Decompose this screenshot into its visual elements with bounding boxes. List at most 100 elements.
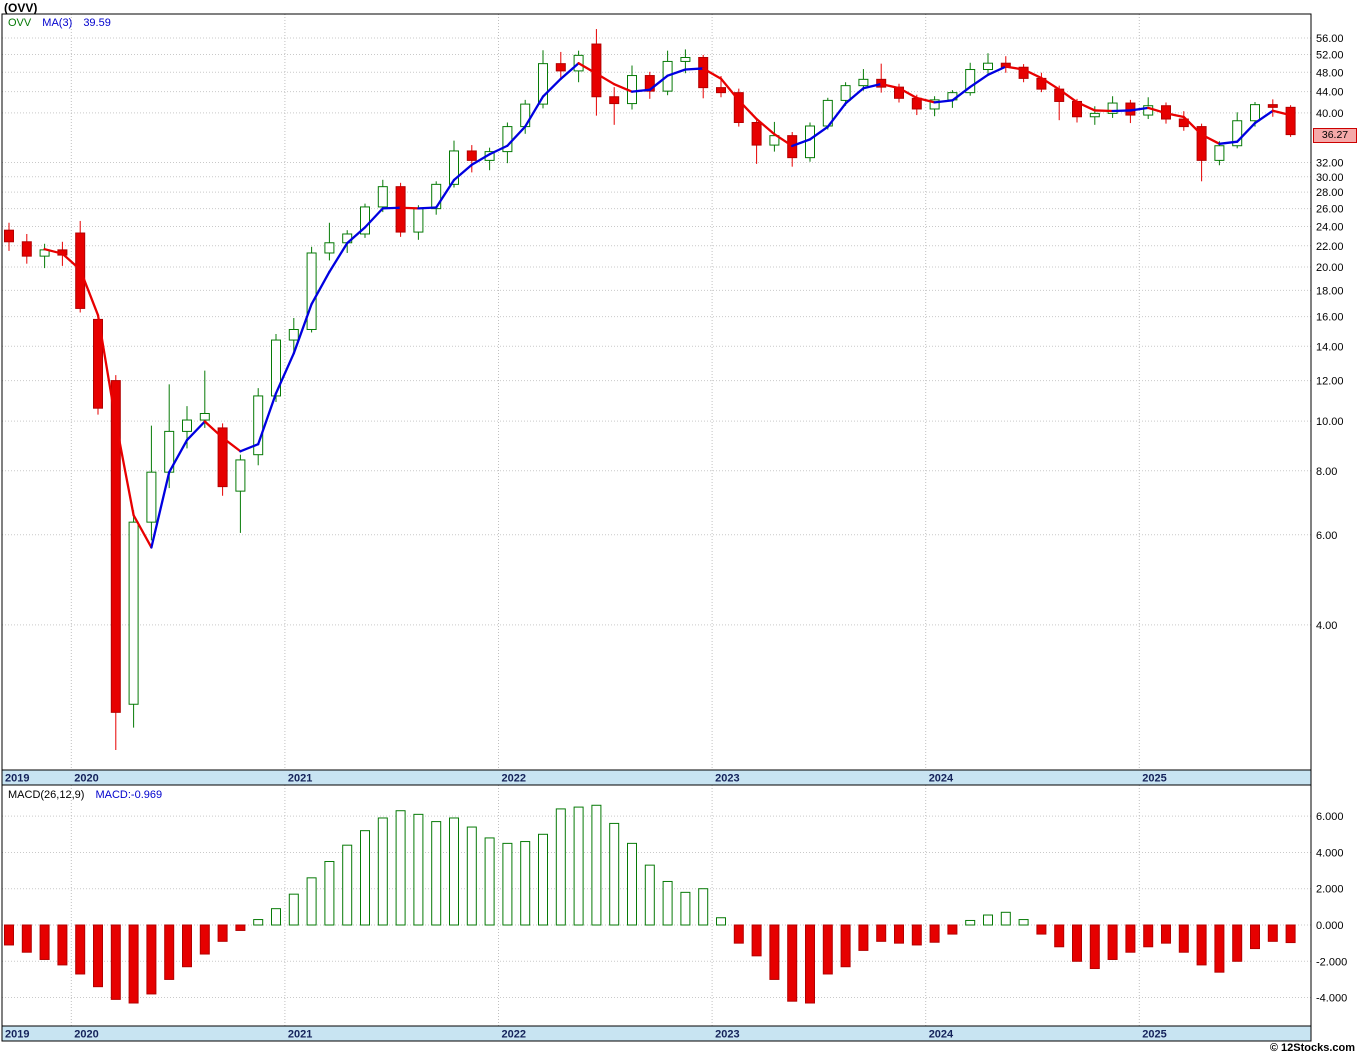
macd-bar <box>57 924 68 966</box>
macd-bar <box>1178 924 1189 953</box>
macd-bar <box>39 924 50 960</box>
macd-bar <box>947 924 958 935</box>
candle <box>235 454 246 533</box>
macd-panel-border <box>1 784 1312 1027</box>
candle <box>662 50 673 96</box>
candle <box>288 318 299 353</box>
ma3-segment <box>435 178 456 209</box>
year-label: 2023 <box>715 1029 739 1041</box>
macd-bar <box>164 924 175 980</box>
macd-bar <box>751 924 762 957</box>
macd-bar <box>983 914 993 926</box>
macd-bar <box>199 924 210 955</box>
macd-bar <box>253 919 264 926</box>
ma3-segment <box>630 88 651 93</box>
macd-tick-label: 6.000 <box>1316 811 1344 823</box>
ma3-segment <box>168 438 189 474</box>
macd-bar <box>520 841 531 926</box>
year-label: 2023 <box>715 773 739 785</box>
candle <box>253 388 264 466</box>
candle <box>698 54 709 99</box>
macd-bar <box>609 822 620 926</box>
ma-value: 39.59 <box>83 17 111 29</box>
year-label: 2021 <box>288 1029 312 1041</box>
price-tick-label: 52.00 <box>1316 49 1344 61</box>
price-tick-label: 30.00 <box>1316 172 1344 184</box>
macd-bar <box>929 924 940 943</box>
ma3-segment <box>1182 115 1203 136</box>
ma3-segment <box>986 65 1007 76</box>
symbol-label: OVV <box>8 17 32 29</box>
macd-legend: MACD(26,12,9) MACD:-0.969 <box>8 789 162 801</box>
ma3-segment <box>1040 76 1061 91</box>
ma-label: MA(3) <box>42 17 73 29</box>
ma3-line <box>43 62 1292 549</box>
candle <box>199 370 210 428</box>
ma3-segment <box>808 125 829 141</box>
macd-tick-label: -4.000 <box>1316 993 1347 1005</box>
ma3-segment <box>1004 65 1025 71</box>
candle <box>484 147 495 171</box>
macd-bar <box>627 842 637 926</box>
ma3-segment <box>791 138 812 148</box>
ma3-segment <box>826 102 847 128</box>
ma3-segment <box>185 420 206 442</box>
candle <box>751 117 762 164</box>
macd-bar <box>876 924 887 942</box>
candle <box>1107 96 1118 118</box>
ma3-segment <box>1271 109 1292 117</box>
year-gridlines <box>70 14 1140 1026</box>
macd-label: MACD(26,12,9) <box>8 789 85 801</box>
candle <box>805 122 815 162</box>
candle <box>876 63 887 93</box>
ma3-segment <box>61 252 82 271</box>
year-label: 2024 <box>929 773 954 785</box>
macd-bar <box>360 830 370 926</box>
macd-bar <box>1161 924 1171 944</box>
macd-bar <box>911 924 922 946</box>
macd-bar <box>840 924 851 968</box>
ma3-segment <box>470 153 491 166</box>
macd-bar <box>894 924 904 944</box>
price-tick-label: 14.00 <box>1316 341 1344 353</box>
candle <box>858 69 869 91</box>
year-label: 2022 <box>502 773 526 785</box>
price-tick-label: 24.00 <box>1316 221 1344 233</box>
ma3-segment <box>862 82 883 90</box>
price-tick-label: 40.00 <box>1316 108 1344 120</box>
candle <box>1267 99 1278 117</box>
ma3-segment <box>1236 121 1257 143</box>
price-tick-label: 6.00 <box>1316 530 1337 542</box>
macd-bar <box>1054 924 1065 948</box>
ma3-segment <box>239 443 260 453</box>
macd-bar <box>769 924 780 980</box>
ma3-segment <box>1022 68 1043 80</box>
year-label: 2020 <box>74 1029 98 1041</box>
macd-bar <box>1125 924 1136 953</box>
candle <box>1285 105 1296 137</box>
ma3-segment <box>274 352 295 395</box>
current-price-chip: 36.27 <box>1313 128 1357 143</box>
macd-bar <box>858 924 869 951</box>
candle <box>128 510 139 728</box>
macd-bar <box>1214 924 1225 973</box>
candle <box>502 122 513 164</box>
ma3-segment <box>1075 101 1096 112</box>
ma3-segment <box>1058 88 1079 104</box>
macd-bar <box>271 908 281 926</box>
ma3-segment <box>844 87 865 105</box>
price-tick-label: 10.00 <box>1316 416 1344 428</box>
macd-bar <box>1267 924 1278 942</box>
ma3-segment <box>755 117 776 136</box>
year-label: 2024 <box>929 1029 954 1041</box>
macd-bar <box>377 817 388 926</box>
price-tick-label: 16.00 <box>1316 312 1344 324</box>
macd-bar <box>1250 924 1260 950</box>
ma3-segment <box>1129 106 1150 112</box>
price-tick-label: 44.00 <box>1316 87 1344 99</box>
macd-bar <box>644 864 655 926</box>
macd-bar <box>822 924 833 975</box>
macd-bar <box>217 924 228 942</box>
candle <box>413 205 424 240</box>
macd-bar <box>1089 924 1100 970</box>
